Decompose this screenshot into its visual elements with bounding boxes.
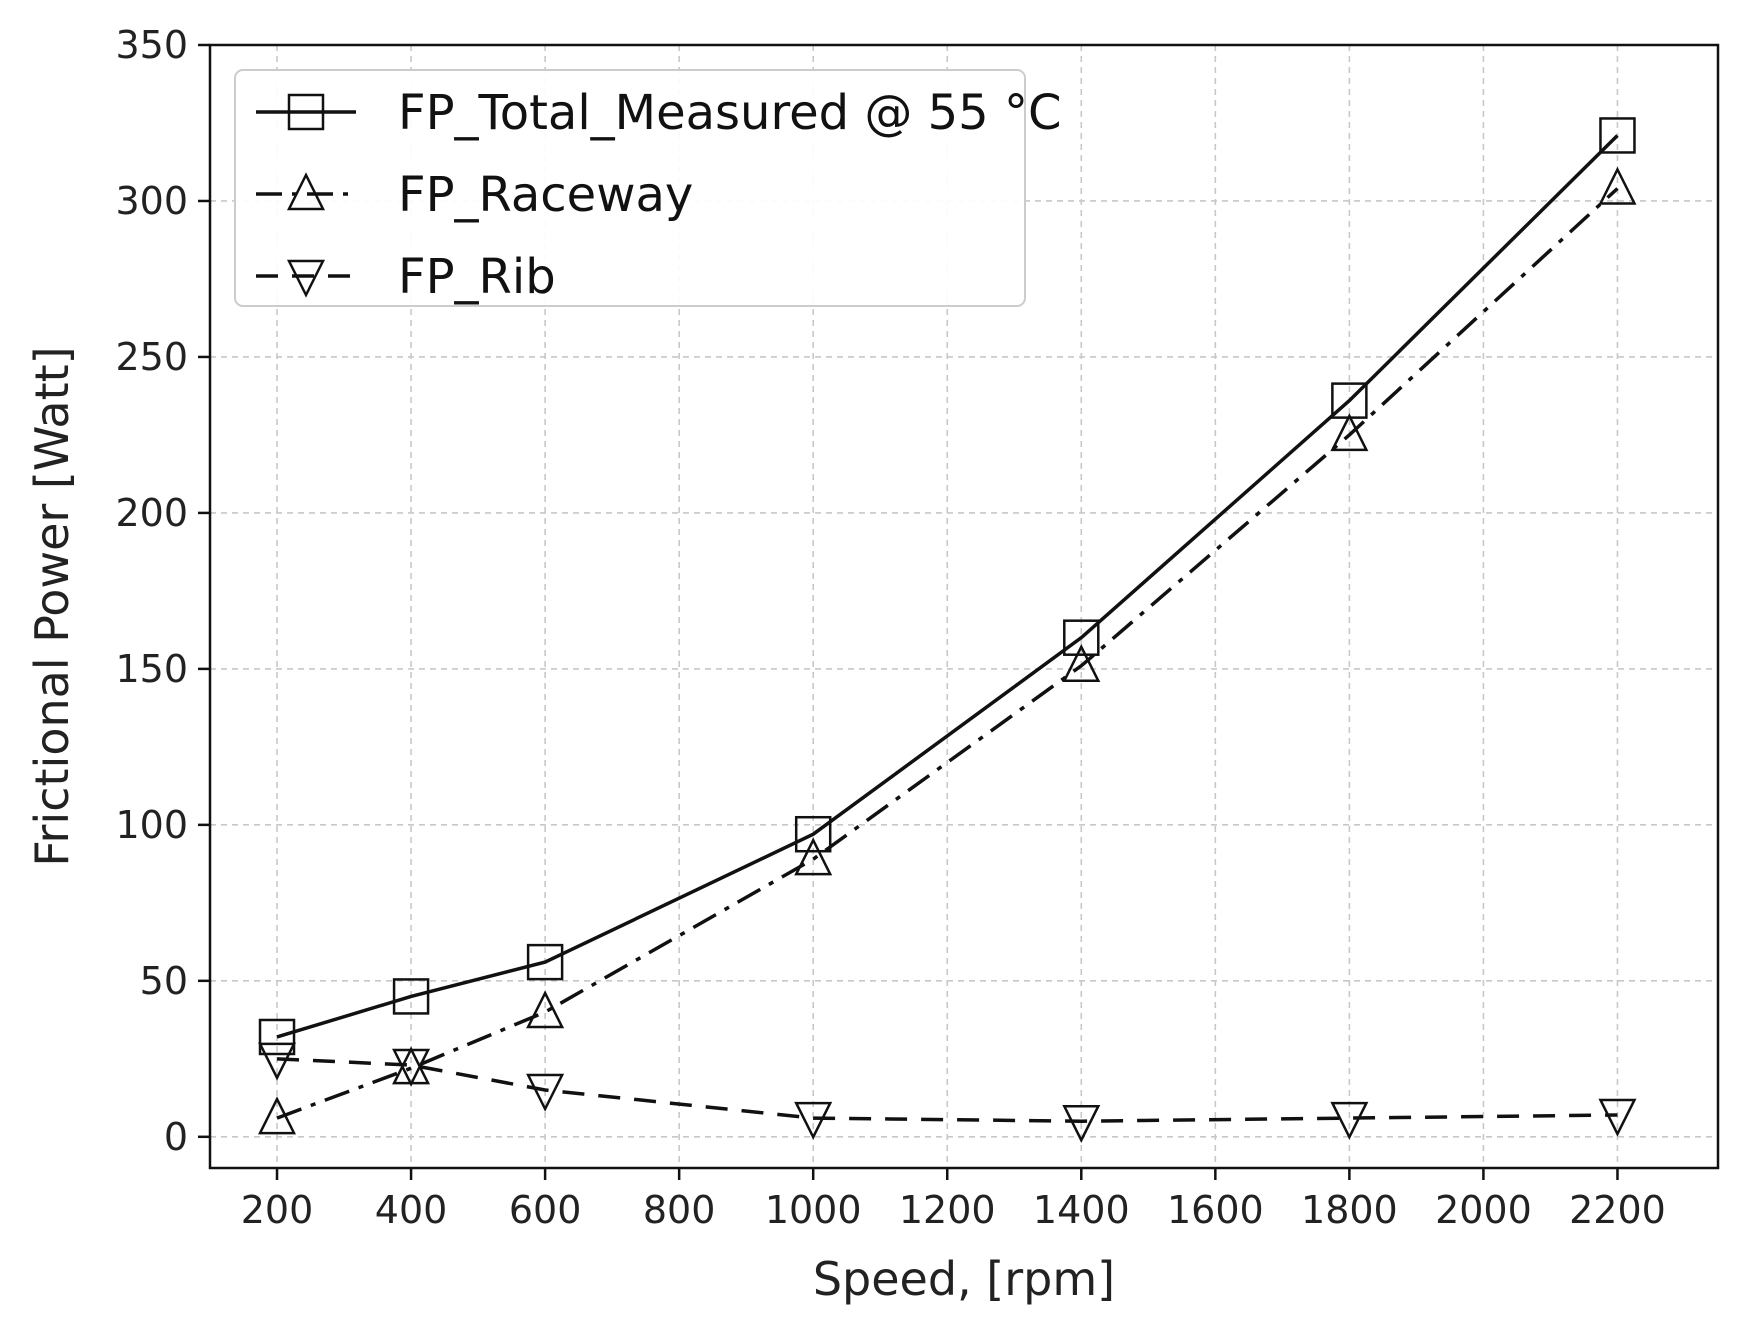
data-point [392, 1048, 431, 1087]
data-point [1599, 117, 1636, 154]
legend-marker [286, 172, 326, 211]
x-axis-label: Speed, [rpm] [813, 1252, 1115, 1306]
x-tick-label: 1600 [1167, 1188, 1264, 1232]
data-point [526, 990, 565, 1029]
data-point [1062, 1104, 1101, 1144]
plot-series [257, 117, 1637, 1144]
y-tick-label: 100 [115, 803, 188, 847]
data-point [794, 837, 833, 876]
legend-marker [286, 259, 326, 298]
x-tick-label: 2200 [1569, 1188, 1666, 1232]
series-square [258, 117, 1636, 1056]
x-tick-label: 1000 [765, 1188, 862, 1232]
series-line [276, 134, 1619, 1039]
data-point [257, 1096, 297, 1135]
legend-label: FP_Rib [398, 249, 556, 305]
series-line [276, 1057, 1618, 1123]
data-point [258, 1018, 296, 1056]
y-tick-label: 250 [115, 335, 188, 379]
data-point [257, 1042, 297, 1081]
legend-box [234, 69, 1026, 307]
x-axis-ticks: 200 400 600 800 1000 1200 1400 1600 1800 2000 2200 [241, 1168, 1666, 1232]
x-tick-label: 200 [241, 1188, 314, 1232]
legend-label: FP_Total_Measured @ 55 °C [398, 85, 1062, 141]
x-tick-label: 1200 [899, 1188, 996, 1232]
x-tick-label: 2000 [1435, 1188, 1532, 1232]
legend-label: FP_Raceway [398, 167, 693, 223]
y-tick-label: 50 [140, 959, 188, 1003]
data-point [526, 943, 564, 981]
x-tick-label: 1800 [1301, 1188, 1398, 1232]
x-tick-label: 800 [643, 1188, 716, 1232]
x-tick-label: 1400 [1033, 1188, 1130, 1232]
data-point [1062, 643, 1101, 683]
y-tick-label: 200 [115, 491, 188, 535]
y-tick-label: 0 [164, 1115, 188, 1159]
legend-item: FP_Rib [256, 249, 556, 305]
y-tick-label: 150 [115, 647, 188, 691]
y-tick-label: 300 [115, 179, 188, 223]
plot-frame [208, 43, 1720, 1170]
legend: FP_Total_Measured @ 55 °C FP_Raceway FP_Ri… [234, 69, 1062, 307]
data-point [794, 1101, 833, 1140]
legend-item: FP_Raceway [256, 167, 693, 223]
data-point [1330, 413, 1369, 452]
series-triangle-down [257, 1042, 1637, 1144]
y-axis-ticks: 0 50 100 150 200 250 300 350 [115, 23, 210, 1159]
x-tick-label: 400 [375, 1188, 448, 1232]
data-point [1063, 619, 1100, 656]
x-tick-label: 600 [509, 1188, 582, 1232]
series-line [276, 187, 1619, 1120]
legend-marker [287, 93, 325, 131]
data-point [526, 1073, 565, 1112]
data-point [392, 978, 430, 1015]
legend-item: FP_Total_Measured @ 55 °C [256, 85, 1062, 141]
data-point [794, 815, 832, 853]
data-point [1330, 1101, 1369, 1140]
data-point [1598, 1098, 1637, 1137]
y-axis-label: Frictional Power [Watt] [25, 346, 79, 866]
y-tick-label: 350 [115, 23, 188, 67]
data-point [1598, 166, 1637, 205]
